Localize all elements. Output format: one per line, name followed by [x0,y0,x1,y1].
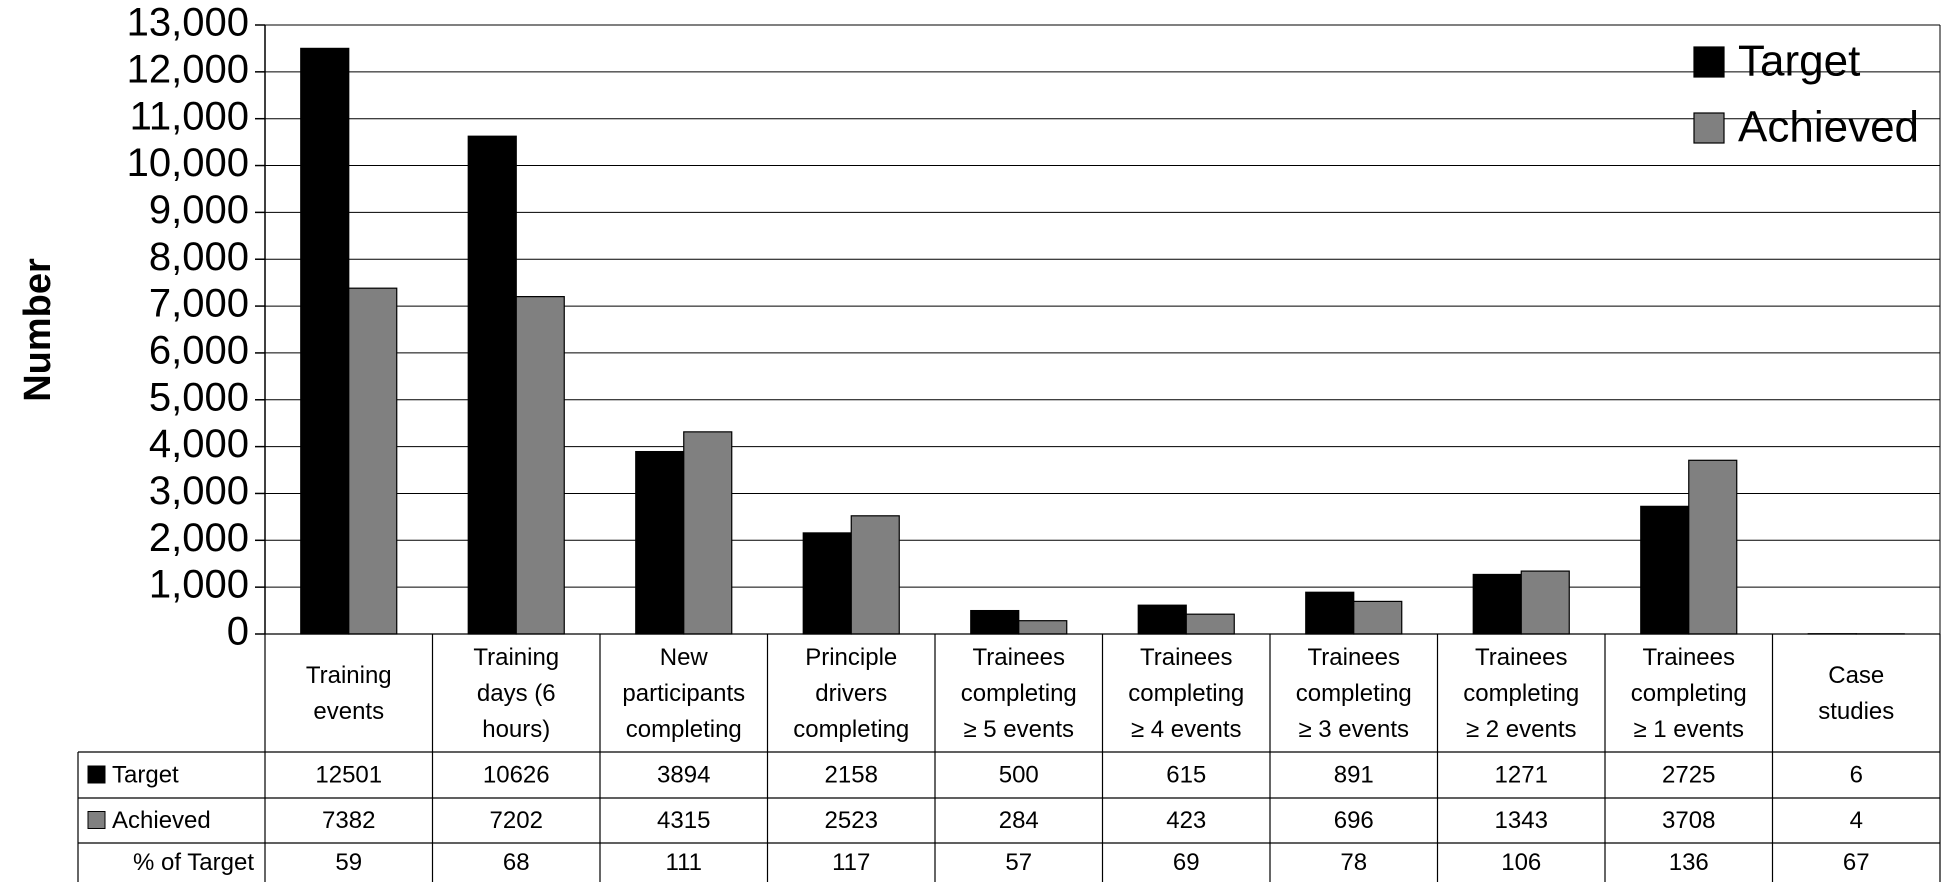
y-tick-label: 11,000 [130,94,249,138]
bar-target-7 [1472,573,1522,635]
y-tick-label: 4,000 [149,422,249,466]
bar-target-0 [300,47,350,635]
table-cell: 68 [503,849,530,876]
table-cell: 59 [335,849,362,876]
table-cell: 136 [1669,849,1709,876]
bar-target-4 [970,609,1020,635]
x-category-label: Trainees completing ≥ 4 events [1128,644,1244,743]
table-cell: 1343 [1495,807,1548,834]
y-axis-label: Number [17,258,59,402]
table-cell: 67 [1843,849,1870,876]
y-tick-label: 13,000 [127,1,249,45]
bars [300,47,1905,635]
x-category-label: Trainees completing ≥ 3 events [1296,644,1412,743]
bar-target-8 [1640,505,1690,635]
table-cell: 2523 [825,807,878,834]
table-row-label: Target [112,761,179,788]
table-cell: 423 [1166,807,1206,834]
y-tick-label: 1,000 [149,563,249,607]
table-cell: 7382 [322,807,375,834]
table-row-label: % of Target [133,849,254,876]
bar-achieved-4 [1018,620,1068,635]
x-category-label: Trainees completing ≥ 2 events [1463,644,1579,743]
table-cell: 57 [1005,849,1032,876]
bar-target-3 [802,532,852,635]
table-cell: 615 [1166,761,1206,788]
bar-achieved-8 [1688,459,1738,635]
table-row-label: Achieved [112,807,211,834]
y-tick-label: 10,000 [127,141,249,185]
table-key-target [87,765,106,784]
x-category-label: Training days (6 hours) [473,644,559,743]
table-cell: 2158 [825,761,878,788]
y-tick-label: 5,000 [149,375,249,419]
y-tick-label: 8,000 [149,235,249,279]
y-tick-label: 7,000 [149,282,249,326]
legend-label: Target [1738,37,1860,86]
table-cell: 10626 [483,761,550,788]
data-table: Training events Training days (6 hours) New pa… [77,633,1941,882]
table-cell: 3708 [1662,807,1715,834]
y-tick-label: 6,000 [149,328,249,372]
bar-achieved-3 [850,515,900,635]
y-tick-label: 9,000 [149,188,249,232]
table-cell: 111 [666,849,702,876]
x-category-label: Principle drivers completing [793,644,909,743]
table-cell: 891 [1334,761,1374,788]
table-cell: 6 [1850,761,1863,788]
legend-label: Achieved [1738,103,1919,152]
table-cell: 284 [999,807,1039,834]
table-cell: 12501 [315,761,382,788]
x-category-label: New participants completing [622,644,745,743]
y-tick-label: 0 [227,610,249,654]
x-category-label: Trainees completing ≥ 5 events [961,644,1077,743]
table-cell: 78 [1340,849,1367,876]
table-cell: 4 [1850,807,1863,834]
bar-target-6 [1305,591,1355,635]
x-category-label: Trainees completing ≥ 1 events [1631,644,1747,743]
table-cell: 2725 [1662,761,1715,788]
table-cell: 3894 [657,761,710,788]
bar-target-1 [467,135,517,635]
table-cell: 69 [1173,849,1200,876]
legend-key-target [1693,46,1725,78]
y-tick-label: 2,000 [149,516,249,560]
y-tick-label: 12,000 [127,47,249,91]
bar-achieved-5 [1185,613,1235,635]
x-category-label: Case studies [1818,662,1894,725]
legend: Target Achieved [1693,37,1919,152]
table-cell: 106 [1501,849,1541,876]
y-tick-label: 3,000 [149,469,249,513]
table-cell: 500 [999,761,1039,788]
bar-target-2 [635,450,685,635]
bar-achieved-6 [1353,600,1403,635]
table-cell: 4315 [657,807,710,834]
bar-achieved-2 [683,431,733,635]
bar-achieved-7 [1520,570,1570,635]
y-axis: 01,0002,0003,0004,0005,0006,0007,0008,00… [127,1,1941,654]
bar-achieved-1 [515,296,565,635]
table-key-achieved [87,811,106,829]
legend-key-achieved [1693,112,1725,144]
table-cell: 7202 [490,807,543,834]
bar-achieved-0 [348,287,398,635]
table-cell: 117 [832,849,870,876]
table-cell: 1271 [1495,761,1548,788]
bar-target-5 [1137,604,1187,635]
table-cell: 696 [1334,807,1374,834]
x-category-label: Training events [306,662,392,725]
